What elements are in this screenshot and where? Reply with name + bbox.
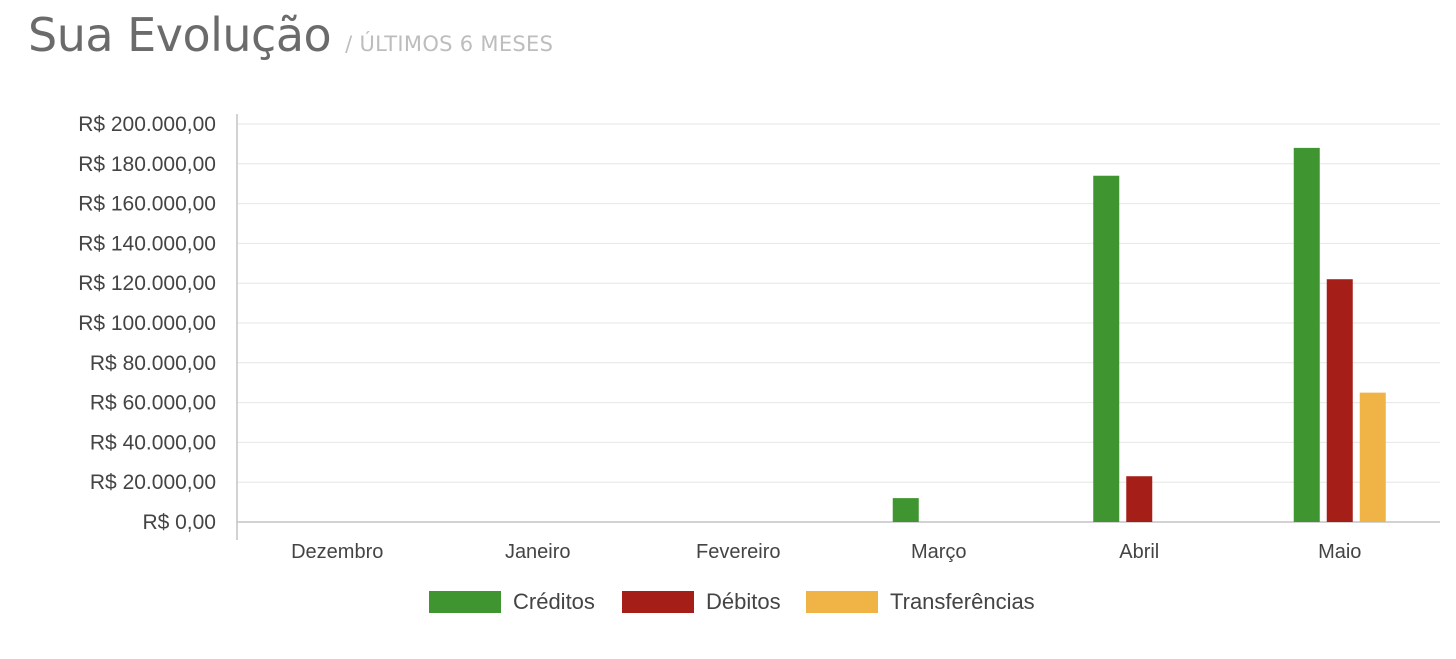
legend-item-transferências[interactable]: Transferências [806, 589, 1035, 614]
page-title: Sua Evolução [28, 8, 332, 62]
y-tick-label: R$ 120.000,00 [78, 272, 216, 295]
y-tick-label: R$ 160.000,00 [78, 193, 216, 216]
y-tick-label: R$ 40.000,00 [90, 431, 216, 454]
x-category-label: Janeiro [505, 541, 571, 563]
bar-débitos-maio[interactable] [1326, 279, 1353, 522]
y-tick-label: R$ 0,00 [142, 511, 216, 534]
y-tick-label: R$ 180.000,00 [78, 153, 216, 176]
bar-transferências-maio[interactable] [1359, 392, 1386, 522]
bar-créditos-abril[interactable] [1093, 175, 1120, 523]
x-axis-categories: Dezembro Janeiro Fevereiro Março Abril Maio [291, 541, 1361, 563]
legend-label: Créditos [513, 589, 595, 614]
x-category-label: Março [911, 541, 967, 563]
legend-swatch [429, 591, 501, 613]
x-category-label: Maio [1318, 541, 1361, 563]
x-category-label: Dezembro [291, 541, 383, 563]
chart-header: Sua Evolução / ÚLTIMOS 6 MESES [28, 8, 553, 62]
legend-swatch [622, 591, 694, 613]
page-subtitle: / ÚLTIMOS 6 MESES [345, 32, 554, 56]
axes [236, 114, 1440, 540]
legend-label: Débitos [706, 589, 781, 614]
legend-item-débitos[interactable]: Débitos [622, 589, 781, 614]
y-tick-label: R$ 140.000,00 [78, 232, 216, 255]
bars [892, 147, 1386, 523]
gridlines [237, 123, 1440, 483]
y-tick-label: R$ 200.000,00 [78, 113, 216, 136]
y-tick-label: R$ 100.000,00 [78, 312, 216, 335]
x-category-label: Abril [1119, 541, 1159, 563]
legend-item-créditos[interactable]: Créditos [429, 589, 595, 614]
y-tick-label: R$ 20.000,00 [90, 471, 216, 494]
bar-créditos-maio[interactable] [1293, 147, 1320, 522]
legend[interactable]: Créditos Débitos Transferências [429, 589, 1035, 614]
legend-label: Transferências [890, 589, 1035, 614]
x-category-label: Fevereiro [696, 541, 780, 563]
legend-swatch [806, 591, 878, 613]
bar-créditos-março[interactable] [892, 498, 919, 522]
y-tick-label: R$ 60.000,00 [90, 392, 216, 415]
y-tick-label: R$ 80.000,00 [90, 352, 216, 375]
bar-débitos-abril[interactable] [1126, 476, 1153, 522]
y-axis-ticks: R$ 0,00 R$ 20.000,00 R$ 40.000,00 R$ 60.000… [78, 113, 216, 534]
